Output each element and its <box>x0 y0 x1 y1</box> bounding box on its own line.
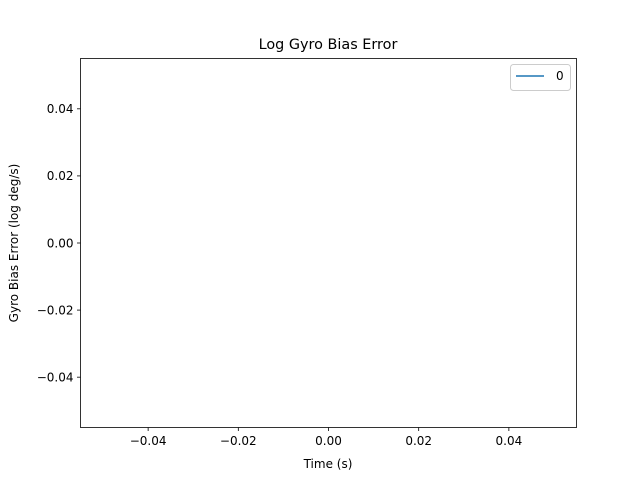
y-axis-ticks: 0.04 0.02 0.00 −0.02 −0.04 <box>37 102 81 384</box>
chart-title: Log Gyro Bias Error <box>259 37 398 53</box>
x-tick-label: 0.04 <box>496 434 523 448</box>
plot-area <box>80 58 577 428</box>
legend-frame <box>510 64 571 91</box>
y-tick-label: 0.04 <box>47 102 74 116</box>
x-tick-label: 0.02 <box>405 434 432 448</box>
y-tick-label: −0.02 <box>37 303 74 317</box>
legend-entry-label: 0 <box>556 69 564 83</box>
y-axis-label: Gyro Bias Error (log deg/s) <box>7 164 21 323</box>
x-axis-ticks: −0.04 −0.02 0.00 0.02 0.04 <box>130 427 523 448</box>
x-tick-label: −0.04 <box>130 434 167 448</box>
y-tick-label: 0.02 <box>47 169 74 183</box>
x-tick-label: 0.00 <box>315 434 342 448</box>
y-tick-label: 0.00 <box>47 236 74 250</box>
x-axis-label: Time (s) <box>303 457 353 471</box>
y-tick-label: −0.04 <box>37 370 74 384</box>
x-tick-label: −0.02 <box>220 434 257 448</box>
legend: 0 <box>510 64 571 91</box>
